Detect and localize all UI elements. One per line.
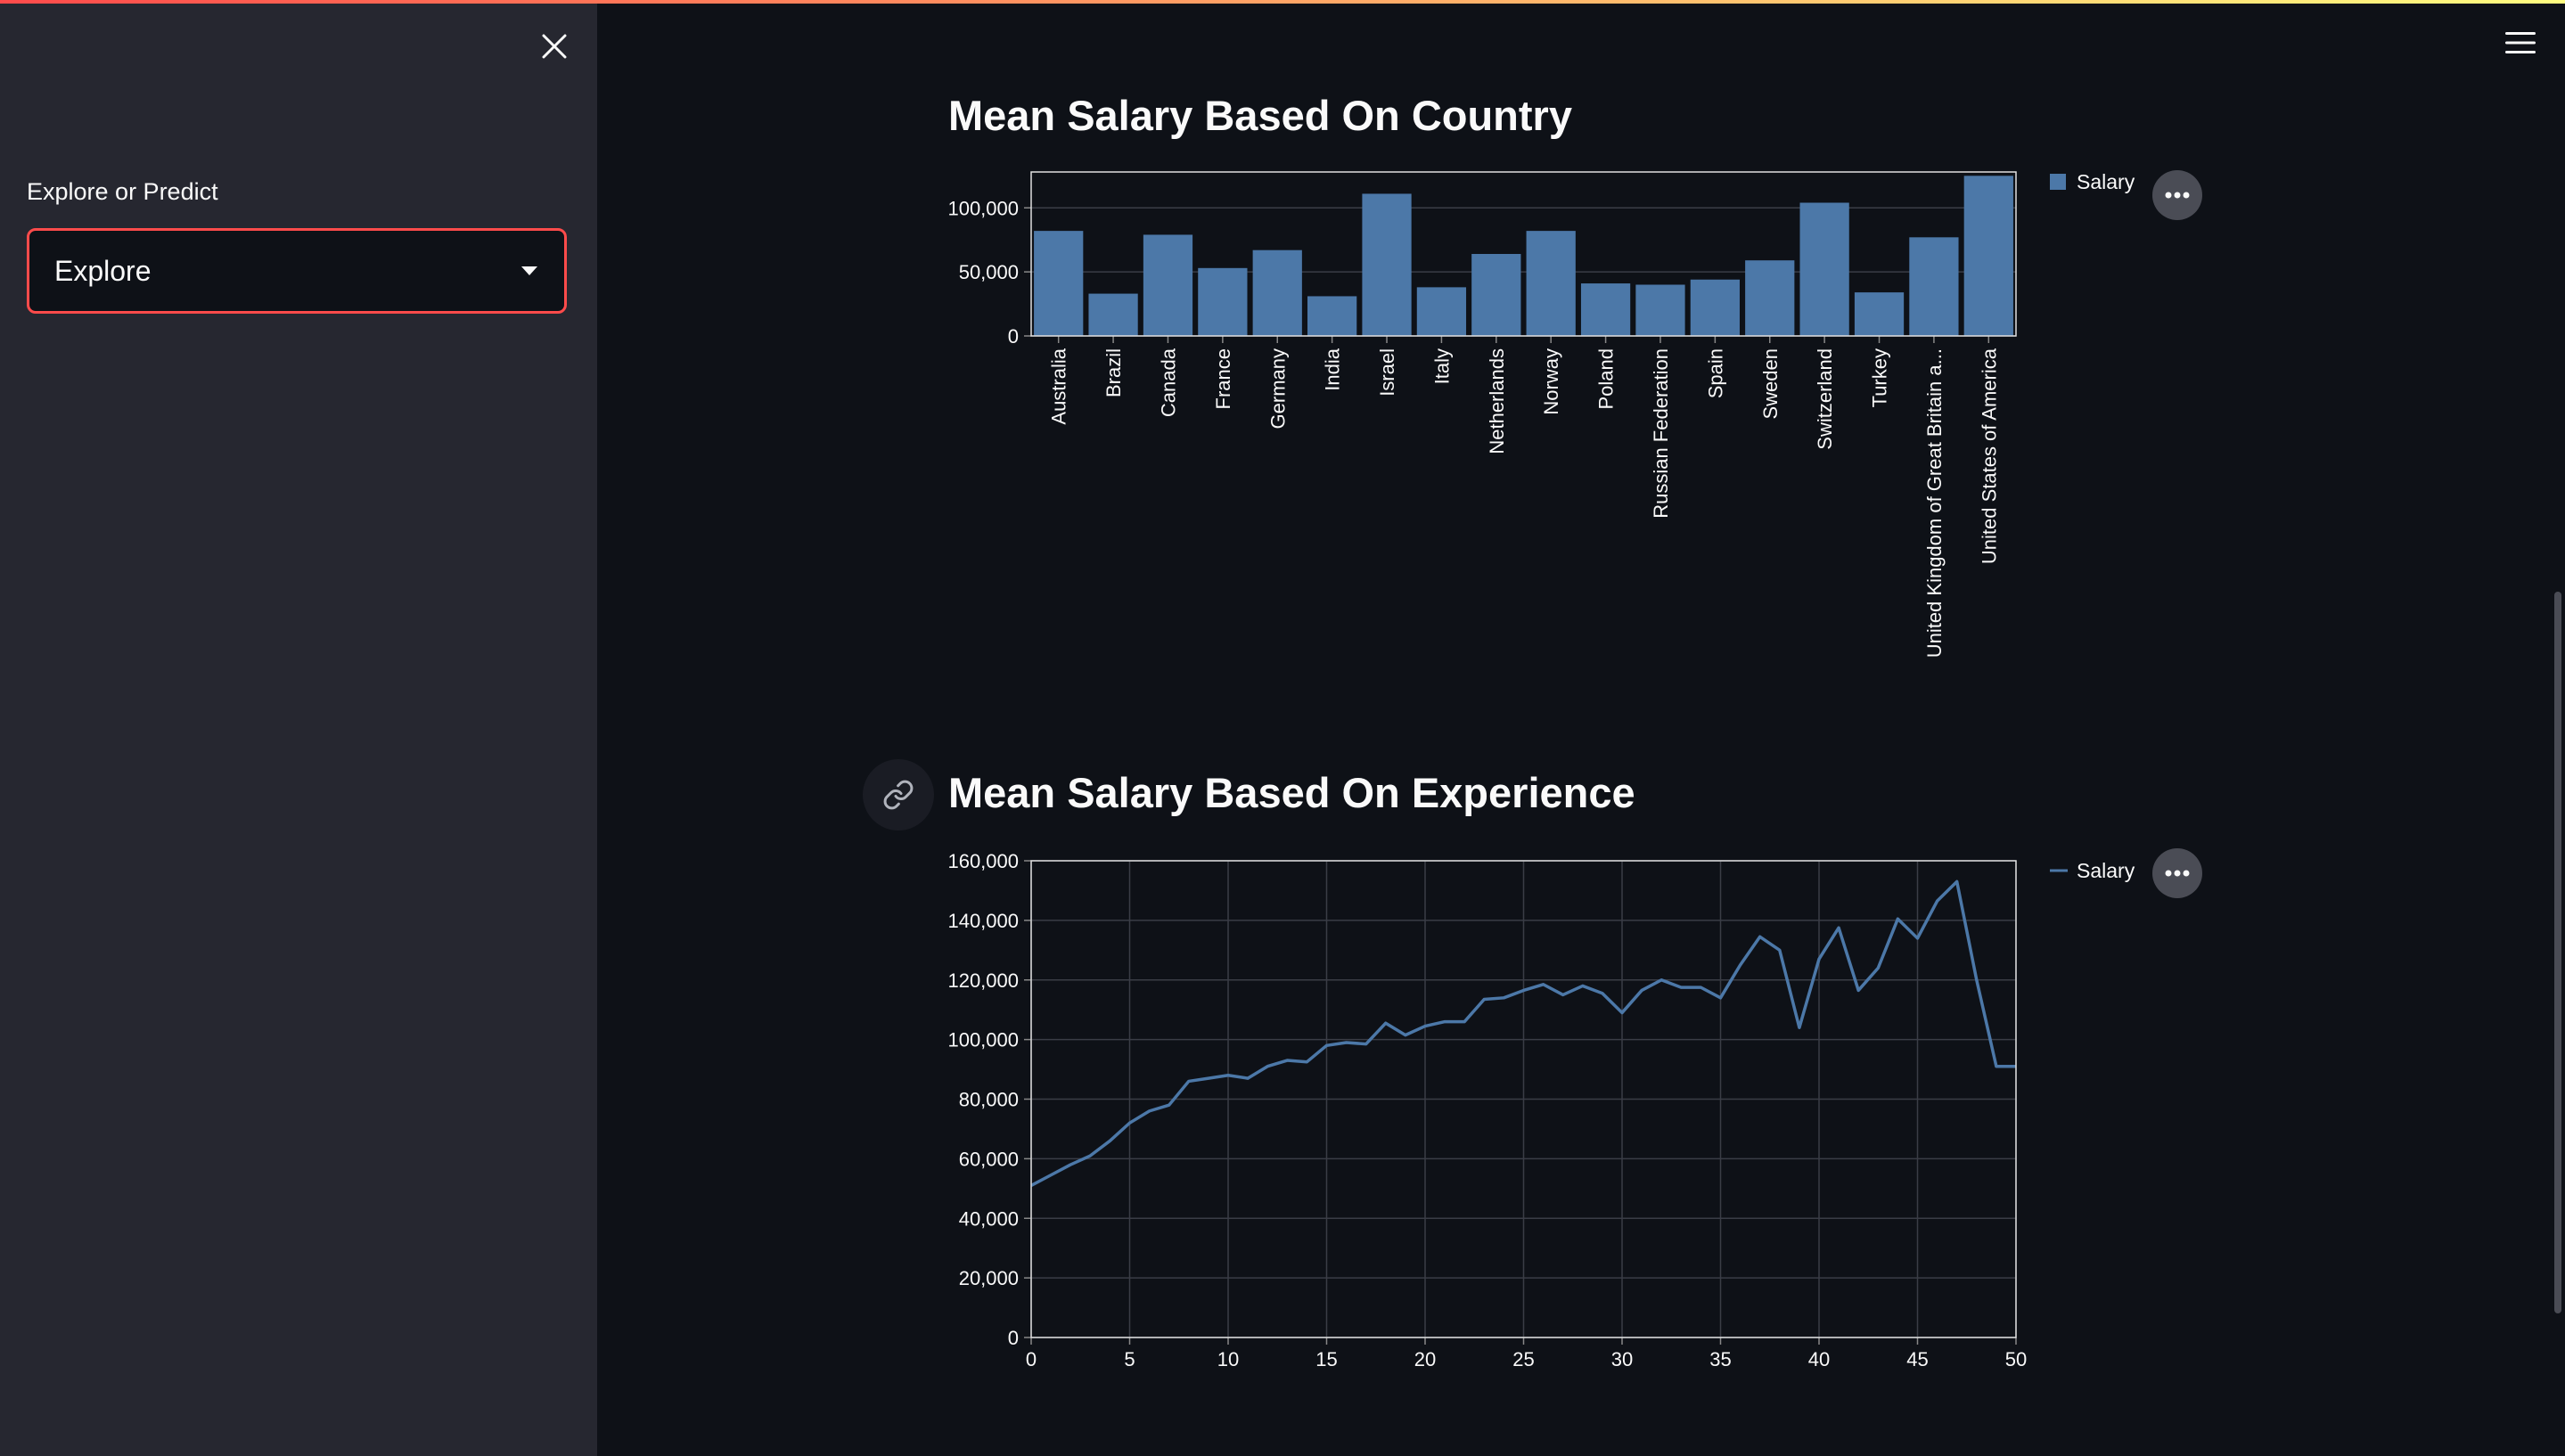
x-tick-label: Netherlands	[1486, 348, 1508, 454]
plot-frame	[1030, 171, 2017, 337]
y-tick-label: 0	[1008, 1327, 1019, 1349]
x-tick-label: India	[1322, 348, 1344, 390]
legend-label: Salary	[2077, 859, 2135, 882]
bar	[1580, 283, 1631, 336]
x-tick-label: Russian Federation	[1650, 348, 1672, 519]
x-tick-label: Poland	[1595, 348, 1618, 410]
hamburger-menu-icon	[2505, 32, 2536, 53]
x-tick-label: Australia	[1048, 348, 1070, 424]
bar	[1416, 287, 1467, 336]
x-tick-label: Italy	[1430, 348, 1453, 384]
x-tick-label: Sweden	[1759, 348, 1782, 420]
y-tick-label: 60,000	[959, 1148, 1019, 1170]
y-tick-label: 160,000	[947, 850, 1019, 872]
y-tick-label: 100,000	[947, 1029, 1019, 1051]
x-tick-label: 15	[1315, 1348, 1337, 1370]
x-tick-label: Canada	[1157, 348, 1179, 417]
select-value: Explore	[54, 254, 152, 287]
bar	[1909, 237, 1959, 336]
heading-anchor-link[interactable]	[863, 759, 934, 830]
y-tick-label: 0	[1008, 325, 1019, 348]
x-tick-label: 10	[1217, 1348, 1239, 1370]
chevron-down-icon	[520, 261, 539, 281]
select-label: Explore or Predict	[27, 178, 218, 205]
more-options-icon	[2174, 192, 2181, 199]
bar	[1362, 193, 1412, 336]
bar	[1307, 296, 1357, 336]
bar	[1471, 254, 1521, 336]
more-options-icon	[2183, 192, 2190, 199]
bar	[1252, 249, 1302, 336]
main-menu-button[interactable]	[2503, 25, 2538, 61]
bar	[1963, 176, 2013, 336]
bar	[1635, 284, 1685, 336]
explore-predict-select[interactable]: Explore	[27, 228, 567, 314]
x-tick-label: Turkey	[1869, 348, 1891, 407]
experience-chart-title: Mean Salary Based On Experience	[948, 769, 1635, 816]
x-tick-label: 0	[1026, 1348, 1037, 1370]
top-decoration-bar	[0, 0, 2565, 4]
bar	[1143, 234, 1193, 336]
x-tick-label: 50	[2005, 1348, 2027, 1370]
x-tick-label: 35	[1709, 1348, 1731, 1370]
x-tick-label: 20	[1414, 1348, 1436, 1370]
bar	[1034, 231, 1084, 336]
plot-frame	[1030, 860, 2017, 1338]
x-tick-label: United States of America	[1978, 348, 2000, 564]
y-tick-label: 80,000	[959, 1089, 1019, 1111]
more-options-icon	[2183, 870, 2190, 877]
bar	[1690, 279, 1740, 336]
sidebar: Explore or Predict Explore	[0, 0, 597, 1456]
x-tick-label: Spain	[1704, 348, 1726, 398]
bar	[1088, 293, 1138, 336]
close-icon	[542, 34, 567, 59]
x-tick-label: Germany	[1266, 348, 1289, 429]
bar	[1799, 202, 1849, 336]
link-icon	[883, 780, 914, 810]
more-options-icon	[2174, 870, 2181, 877]
close-sidebar-button[interactable]	[531, 23, 578, 70]
x-tick-label: Brazil	[1102, 348, 1125, 397]
bar	[1526, 231, 1576, 336]
bar	[1745, 260, 1795, 336]
y-tick-label: 40,000	[959, 1207, 1019, 1230]
x-tick-label: 40	[1808, 1348, 1830, 1370]
x-tick-label: 25	[1512, 1348, 1534, 1370]
y-tick-label: 100,000	[947, 197, 1019, 219]
y-tick-label: 20,000	[959, 1267, 1019, 1289]
x-tick-label: United Kingdom of Great Britain a...	[1923, 348, 1946, 658]
x-tick-label: Norway	[1540, 348, 1562, 415]
x-tick-label: 5	[1124, 1348, 1135, 1370]
more-options-icon	[2165, 870, 2172, 877]
bar	[1198, 267, 1248, 336]
y-tick-label: 120,000	[947, 969, 1019, 992]
main-scrollbar[interactable]	[2554, 592, 2561, 1313]
legend-label: Salary	[2077, 170, 2135, 193]
bar	[1854, 292, 1905, 336]
y-tick-label: 50,000	[959, 261, 1019, 283]
legend-symbol	[2050, 174, 2066, 190]
x-tick-label: France	[1212, 348, 1234, 409]
more-options-icon	[2165, 192, 2172, 199]
x-tick-label: Switzerland	[1814, 348, 1836, 450]
x-tick-label: Israel	[1376, 348, 1398, 397]
x-tick-label: 45	[1906, 1348, 1928, 1370]
y-tick-label: 140,000	[947, 910, 1019, 932]
x-tick-label: 30	[1611, 1348, 1633, 1370]
country-chart-title: Mean Salary Based On Country	[948, 92, 1572, 139]
